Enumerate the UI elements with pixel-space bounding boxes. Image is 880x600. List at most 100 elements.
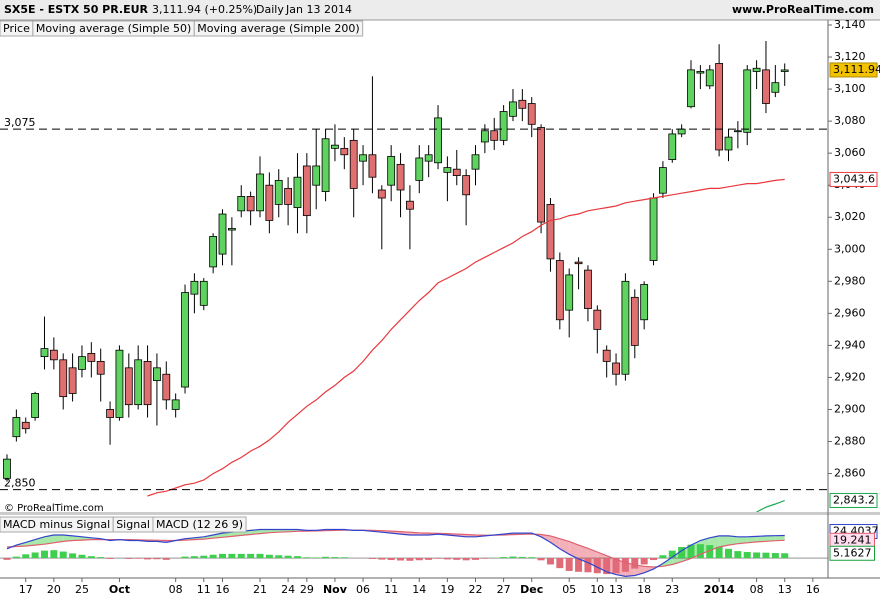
histogram-bar — [593, 558, 601, 574]
y-tick-label: 2,980 — [834, 274, 866, 287]
candle-body — [256, 173, 264, 212]
candle-body — [696, 71, 705, 74]
y-tick-label: 2,880 — [834, 435, 866, 448]
candle-body — [368, 154, 377, 178]
candle-body — [349, 139, 358, 189]
header-bar — [0, 0, 880, 20]
moving-average — [756, 499, 785, 512]
histogram-bar — [162, 558, 170, 560]
histogram-bar — [481, 558, 489, 559]
histogram-bar — [134, 558, 142, 559]
candle-body — [96, 361, 105, 375]
histogram-bar — [631, 558, 639, 569]
histogram-bar — [209, 554, 217, 559]
candle-body — [153, 367, 161, 382]
symbol: SX5E - ESTX 50 PR.EUR — [4, 3, 149, 16]
candle-body — [546, 204, 555, 260]
histogram-bar — [696, 544, 704, 559]
candle-body — [743, 69, 752, 133]
y-tick-label: 2,960 — [834, 306, 866, 319]
candle-body — [331, 144, 339, 149]
histogram-bar — [715, 546, 723, 559]
candle-body — [705, 69, 714, 87]
legend-box — [193, 20, 364, 37]
x-tick-label: Oct — [109, 583, 130, 596]
candle-body — [537, 127, 545, 223]
candle-body — [40, 348, 49, 358]
histogram-bar — [603, 558, 611, 575]
histogram-bar — [378, 558, 386, 560]
candle-body — [630, 296, 639, 346]
histogram-bar — [125, 558, 133, 559]
histogram-bar — [265, 554, 273, 559]
candle-body — [780, 69, 789, 72]
histogram-bar — [472, 558, 479, 560]
candle-body — [602, 349, 611, 362]
histogram-bar — [190, 556, 198, 559]
histogram-bar — [781, 553, 789, 559]
value-tag-label: 3,111.94 — [833, 63, 880, 76]
histogram-bar — [247, 553, 255, 559]
histogram-bar — [425, 558, 433, 560]
candle-body — [659, 167, 667, 194]
y-tick-label: 2,860 — [834, 467, 866, 480]
candle-body — [293, 176, 302, 209]
macd-signal-area — [53, 534, 64, 543]
histogram-bar — [462, 558, 470, 561]
macd-signal-area — [569, 541, 579, 559]
candle-body — [227, 228, 236, 231]
value-tag-label: 5.1627 — [833, 546, 872, 559]
histogram-bar — [312, 557, 320, 559]
value-tag-label: 19.241 — [833, 533, 872, 546]
macd-signal-area — [775, 535, 785, 541]
histogram-bar — [687, 544, 695, 559]
histogram-bar — [340, 557, 348, 559]
histogram-bar — [650, 558, 658, 561]
macd-signal-area — [765, 535, 776, 542]
x-tick-label: 18 — [637, 583, 651, 596]
watermark: © ProRealTime.com — [4, 503, 104, 514]
histogram-bar — [368, 558, 376, 559]
histogram-bar — [537, 558, 545, 561]
value-tag-label: 2,843.2 — [833, 493, 875, 506]
histogram-bar — [97, 557, 105, 559]
histogram-bar — [528, 557, 536, 559]
y-tick-label: 3,060 — [834, 146, 866, 159]
candle-body — [134, 359, 143, 406]
panel-divider — [0, 512, 880, 515]
histogram-bar — [546, 558, 554, 565]
y-tick-label: 3,140 — [834, 18, 866, 31]
candle-body — [190, 280, 199, 295]
candle-body — [359, 154, 367, 162]
x-tick-label: 05 — [562, 583, 576, 596]
histogram-bar — [59, 551, 67, 559]
histogram-bar — [40, 550, 48, 559]
histogram-bar — [762, 552, 770, 559]
candle-body — [124, 367, 133, 406]
candle-body — [387, 155, 396, 186]
histogram-bar — [453, 558, 461, 560]
site: www.ProRealTime.com — [732, 3, 874, 16]
macd-signal-area — [44, 534, 54, 545]
x-tick-label: 19 — [440, 583, 454, 596]
legend-label: Moving average (Simple 50) — [36, 22, 191, 35]
histogram-bar — [322, 556, 330, 559]
candle-body — [752, 67, 761, 72]
candle-body — [237, 196, 246, 212]
value-tag — [829, 545, 875, 561]
value-tag — [829, 171, 878, 187]
histogram-bar — [565, 558, 573, 571]
candle-body — [31, 393, 40, 418]
histogram-bar — [753, 552, 761, 559]
histogram-bar — [153, 558, 161, 560]
candle-body — [274, 179, 283, 205]
histogram-bar — [771, 553, 779, 559]
candle-body — [434, 117, 442, 164]
histogram-bar — [584, 558, 592, 573]
candle-body — [612, 362, 620, 375]
histogram-bar — [518, 556, 526, 559]
x-tick-label: Dec — [520, 583, 543, 596]
histogram-bar — [659, 555, 667, 559]
signal-line — [6, 529, 785, 568]
macd-signal-area — [747, 536, 757, 543]
